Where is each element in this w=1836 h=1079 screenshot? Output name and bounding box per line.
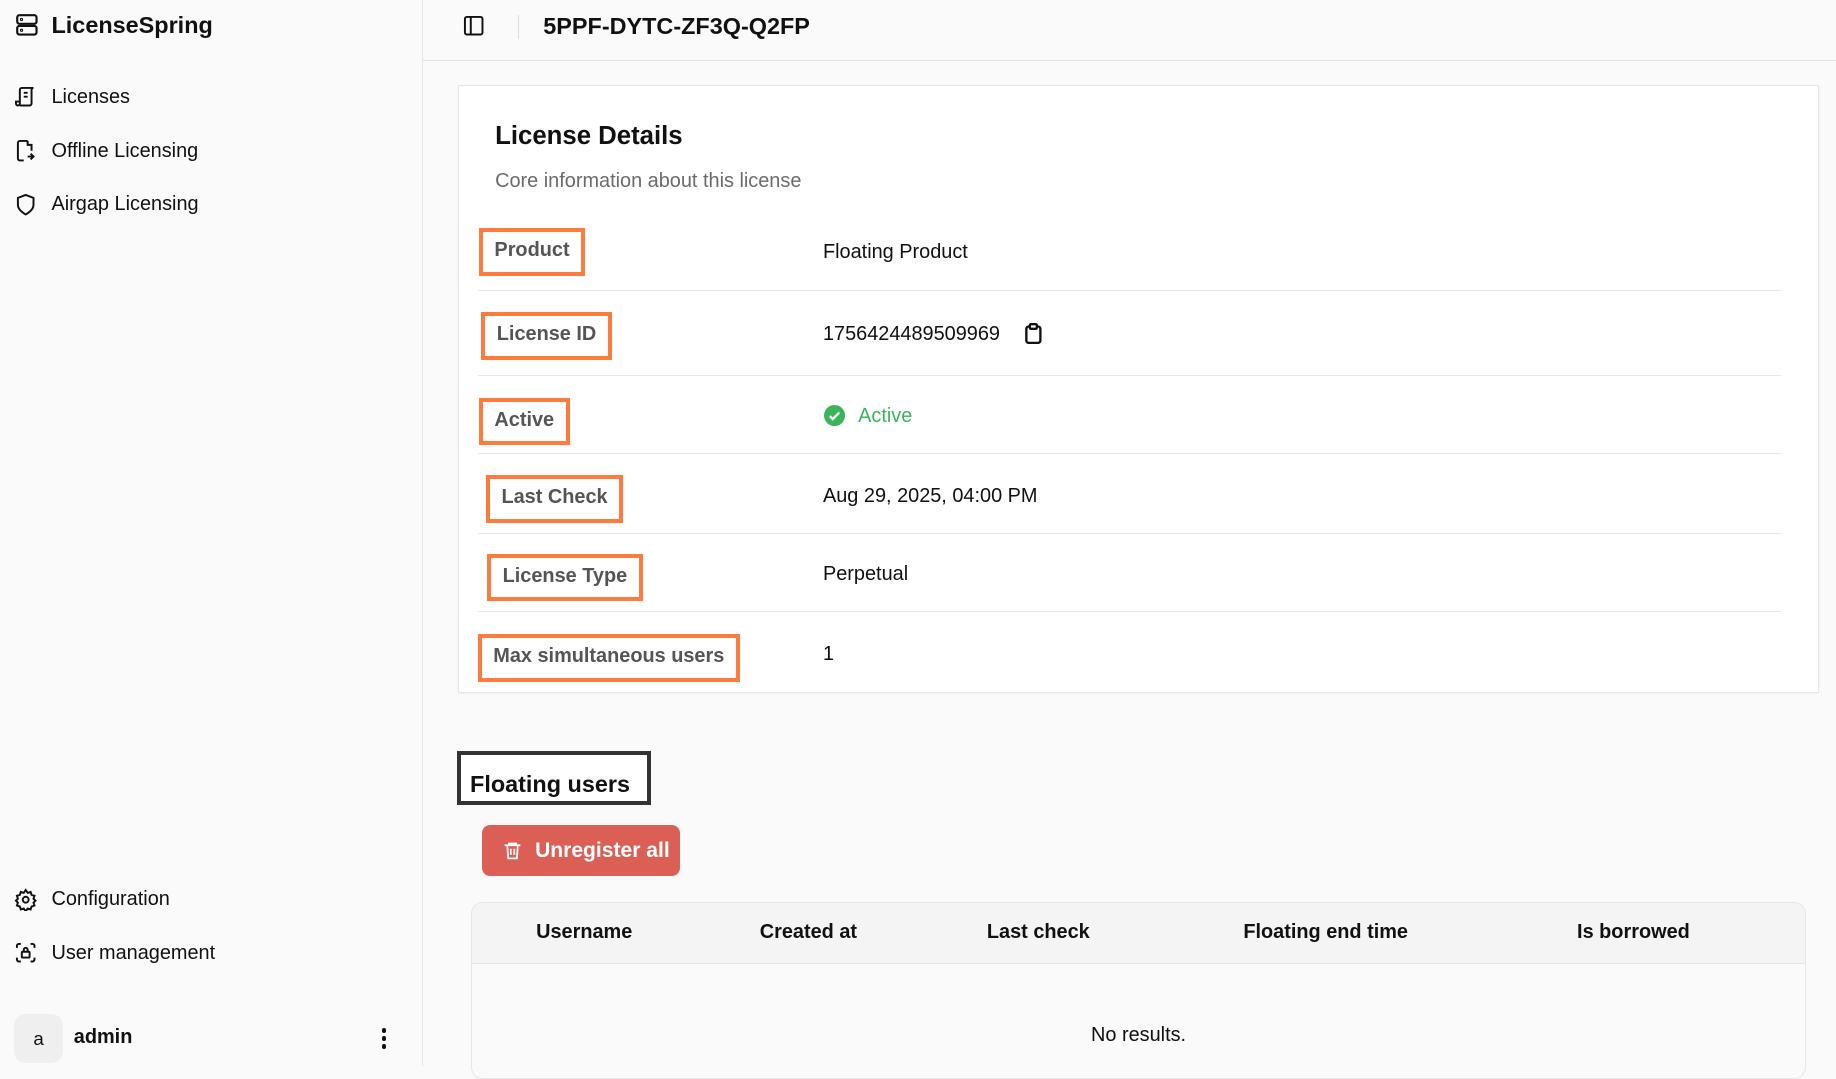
column-is-borrowed[interactable]: Is borrowed <box>1577 921 1690 944</box>
column-floating-end-time[interactable]: Floating end time <box>1243 921 1408 944</box>
label-max-users: Max simultaneous users <box>477 634 741 682</box>
label-license-id: License ID <box>481 312 612 360</box>
sidebar-item-label: Offline Licensing <box>51 139 199 162</box>
value-license-id: 1756424489509969 <box>822 322 1000 345</box>
sidebar-toggle-icon[interactable] <box>462 14 485 37</box>
shield-icon <box>16 194 35 216</box>
sidebar-item-licenses[interactable]: Licenses <box>14 85 130 108</box>
sidebar-item-airgap-licensing[interactable]: Airgap Licensing <box>14 193 199 216</box>
label-license-type: License Type <box>486 553 643 602</box>
header: 5PPF-DYTC-ZF3Q-Q2FP <box>422 0 1836 61</box>
empty-state: No results. <box>1091 1024 1187 1047</box>
label-last-check: Last Check <box>485 475 624 523</box>
sidebar: LicenseSpring Licenses Offline Licensing… <box>0 0 423 1066</box>
column-last-check[interactable]: Last check <box>986 921 1090 944</box>
value-last-check: Aug 29, 2025, 04:00 PM <box>822 484 1038 507</box>
section-title: Floating users <box>456 750 651 806</box>
brand-name: LicenseSpring <box>51 11 213 38</box>
sidebar-item-label: User management <box>51 941 216 964</box>
column-username[interactable]: Username <box>536 921 633 944</box>
divider <box>517 15 519 39</box>
sidebar-item-offline-licensing[interactable]: Offline Licensing <box>14 139 198 162</box>
brand[interactable]: LicenseSpring <box>14 12 213 39</box>
page-title: 5PPF-DYTC-ZF3Q-Q2FP <box>543 12 810 39</box>
trash-icon <box>504 842 521 860</box>
unregister-all-button[interactable]: Unregister all <box>482 825 681 876</box>
label-active: Active <box>478 397 570 446</box>
label-product: Product <box>478 228 586 276</box>
file-arrow-icon <box>16 140 35 162</box>
copy-icon[interactable] <box>1024 322 1043 345</box>
user-name[interactable]: admin <box>73 1025 133 1048</box>
divider <box>477 452 1781 455</box>
card-subtitle: Core information about this license <box>495 169 802 192</box>
sidebar-item-configuration[interactable]: Configuration <box>14 887 170 911</box>
value-product: Floating Product <box>822 241 968 264</box>
divider <box>477 290 1781 292</box>
user-scan-icon <box>15 943 36 963</box>
divider <box>477 532 1781 534</box>
avatar[interactable]: a <box>14 1014 64 1064</box>
value-license-type: Perpetual <box>822 563 909 586</box>
sidebar-item-label: Configuration <box>51 887 170 910</box>
card-title: License Details <box>495 121 683 150</box>
divider <box>477 374 1781 376</box>
more-options-icon[interactable] <box>372 1023 395 1053</box>
value-max-users: 1 <box>822 642 835 665</box>
scroll-icon <box>15 87 34 107</box>
sidebar-item-user-management[interactable]: User management <box>14 941 215 964</box>
table-header: Username Created at Last check Floating … <box>471 902 1806 965</box>
server-icon <box>16 14 38 36</box>
gear-icon <box>14 887 37 911</box>
status-badge: Active <box>858 404 913 427</box>
column-created-at[interactable]: Created at <box>759 921 858 944</box>
license-details-card: License Details Core information about t… <box>457 85 1820 693</box>
check-circle-icon <box>824 404 846 427</box>
sidebar-item-label: Licenses <box>51 85 131 108</box>
sidebar-item-label: Airgap Licensing <box>51 193 199 216</box>
button-label: Unregister all <box>535 838 670 862</box>
floating-users-table: Username Created at Last check Floating … <box>470 901 1807 1079</box>
divider <box>477 611 1781 613</box>
